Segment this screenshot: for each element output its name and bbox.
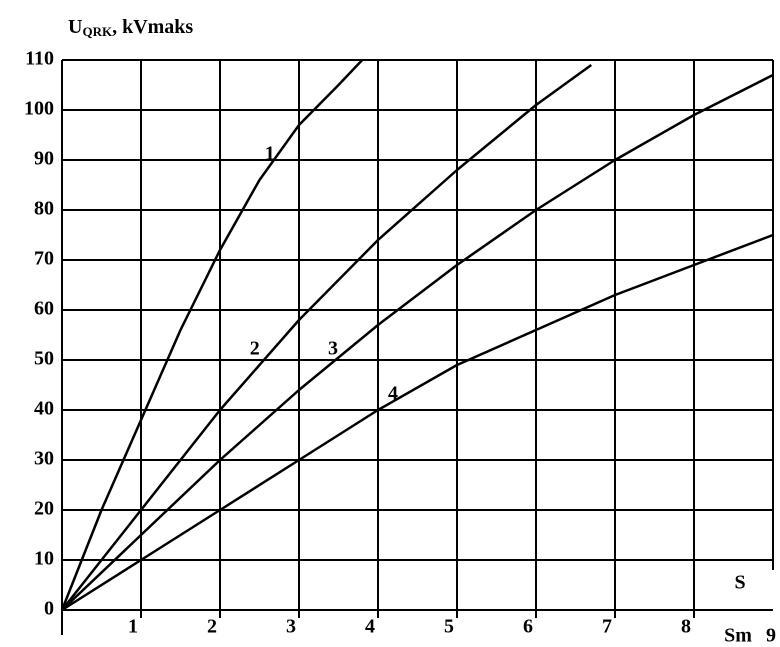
y-tick-label: 60 bbox=[34, 298, 54, 320]
curve-label: 1 bbox=[265, 143, 275, 165]
y-tick-label: 30 bbox=[34, 448, 54, 470]
y-label-rest: , kVmaks bbox=[112, 16, 193, 38]
x-axis-unit: Sm bbox=[724, 625, 752, 647]
x-tick-label: 4 bbox=[365, 616, 375, 638]
y-label-main: U bbox=[68, 16, 82, 38]
y-tick-label: 0 bbox=[44, 598, 54, 620]
y-tick-label: 40 bbox=[34, 398, 54, 420]
y-tick-label: 100 bbox=[24, 98, 54, 120]
y-tick-label: 10 bbox=[34, 548, 54, 570]
curve bbox=[61, 73, 774, 611]
x-tick-label: 2 bbox=[207, 616, 217, 638]
y-tick-label: 50 bbox=[34, 348, 54, 370]
curve-label: 3 bbox=[328, 338, 338, 360]
x-tick-label: 3 bbox=[286, 616, 296, 638]
x-tick-label: 1 bbox=[128, 616, 138, 638]
curve-label: 2 bbox=[250, 338, 260, 360]
x-tick-label: 8 bbox=[681, 616, 691, 638]
curve bbox=[61, 63, 593, 611]
curve bbox=[61, 233, 774, 612]
y-label-sub: QRK bbox=[82, 24, 113, 39]
y-tick-label: 80 bbox=[34, 198, 54, 220]
y-axis-label: UQRK, kVmaks bbox=[68, 16, 193, 39]
y-tick-label: 20 bbox=[34, 498, 54, 520]
x-tick-label: 7 bbox=[602, 616, 612, 638]
curve-label: 4 bbox=[388, 383, 398, 405]
curve bbox=[60, 59, 364, 611]
y-tick-label: 70 bbox=[34, 248, 54, 270]
x-tick-label: 6 bbox=[523, 616, 533, 638]
x-tick-label: 5 bbox=[444, 616, 454, 638]
x-axis-label: S bbox=[734, 572, 745, 594]
y-tick-label: 90 bbox=[34, 148, 54, 170]
y-tick-label: 110 bbox=[25, 48, 54, 70]
x-tick-label: 9 bbox=[766, 625, 776, 647]
